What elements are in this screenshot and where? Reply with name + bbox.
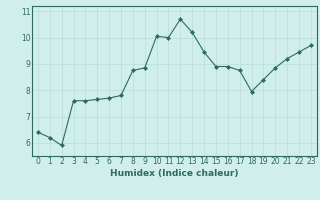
X-axis label: Humidex (Indice chaleur): Humidex (Indice chaleur) [110,169,239,178]
